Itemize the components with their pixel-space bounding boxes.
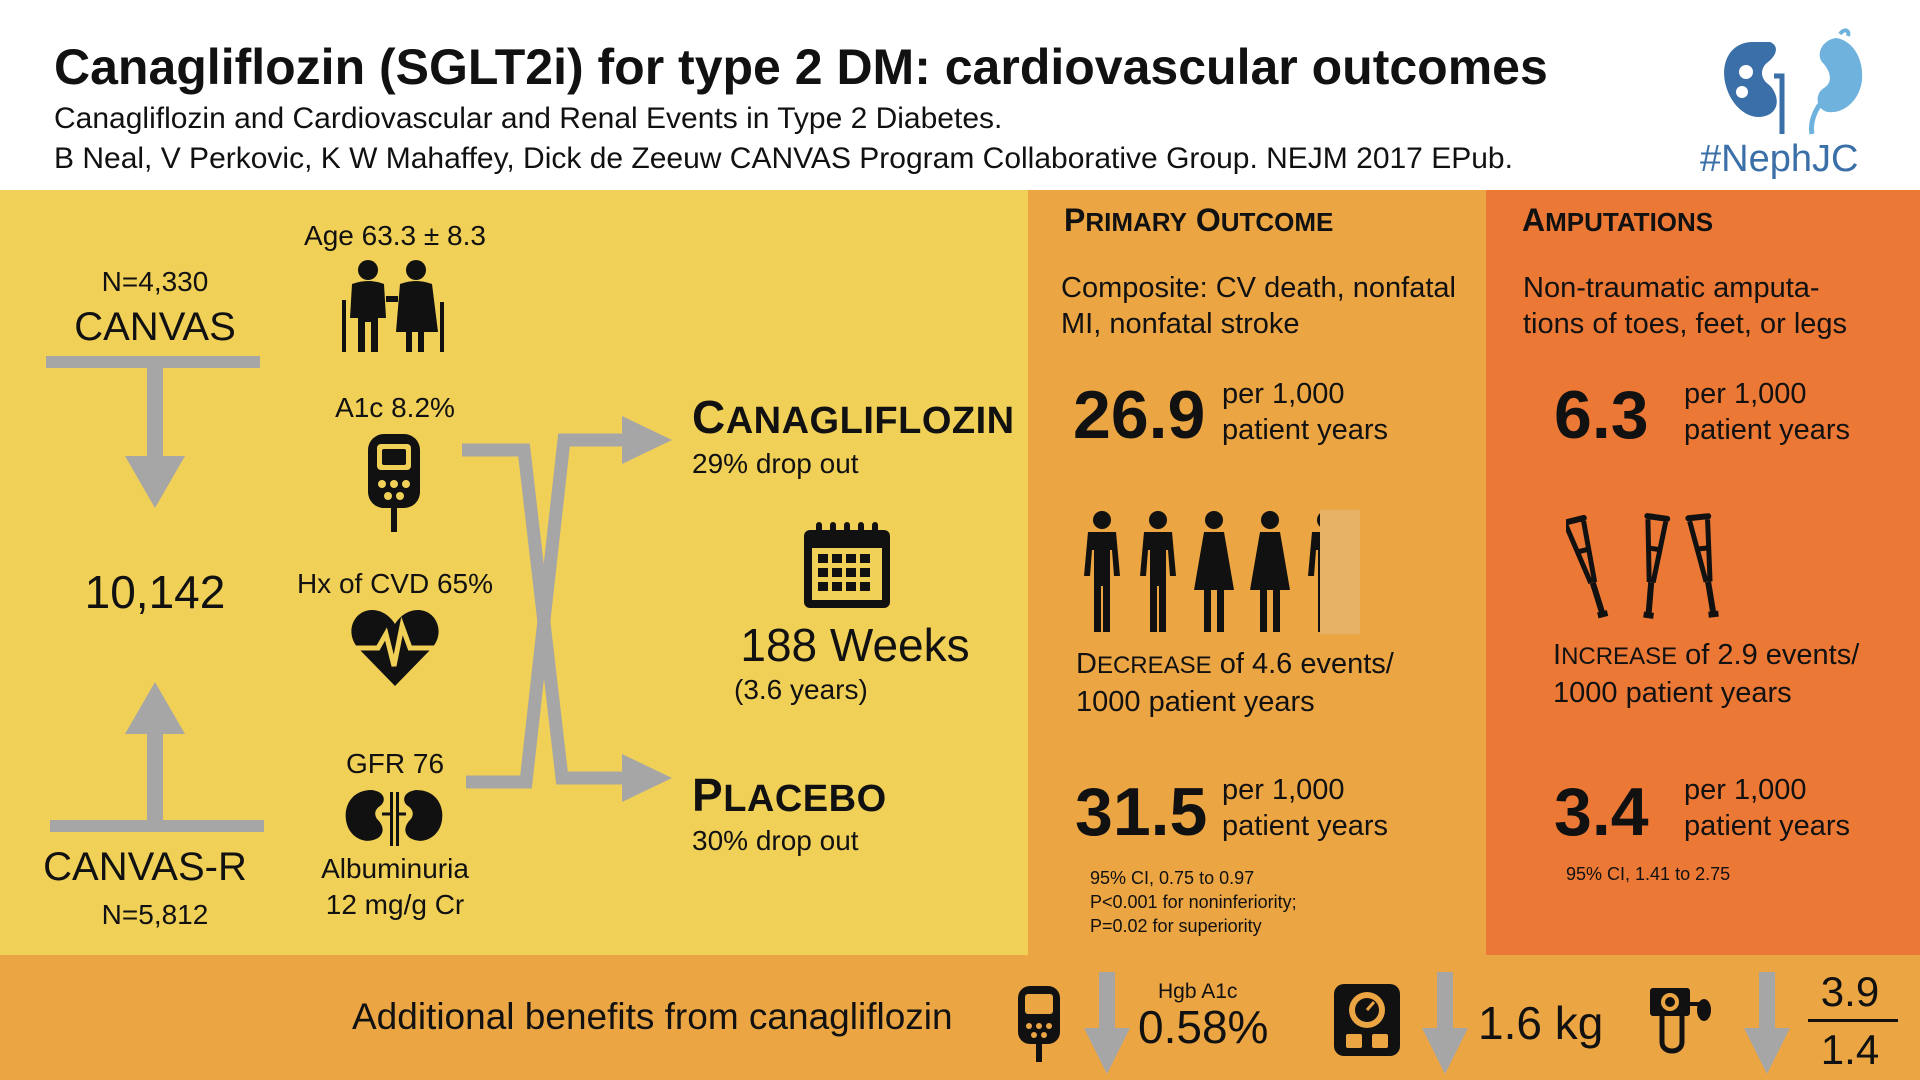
baseline-albuminuria-label: Albuminuria bbox=[321, 853, 469, 884]
canvas-down-arrow-icon bbox=[46, 356, 260, 508]
crutches-icons bbox=[1566, 512, 1746, 624]
primary-outcome-definition: Composite: CV death, nonfatal MI, nonfata… bbox=[1061, 272, 1456, 340]
bp-fraction-divider bbox=[1808, 1019, 1898, 1022]
canvas-n: N=4,330 bbox=[101, 266, 209, 297]
amputations-placebo-rate-unit: per 1,000 patient years bbox=[1684, 774, 1851, 842]
canvasr-n: N=5,812 bbox=[101, 899, 209, 930]
primary-outcome-heading: PRIMARY OUTCOME bbox=[1064, 202, 1334, 238]
primary-difference: DECREASE of 4.6 events/ 1000 patient yea… bbox=[1076, 648, 1394, 718]
kidney-logo-icon bbox=[1724, 28, 1863, 135]
amputations-statistics: 95% CI, 1.41 to 2.75 bbox=[1566, 864, 1731, 884]
blood-pressure-cuff-icon bbox=[1650, 988, 1711, 1054]
calendar-icon bbox=[804, 522, 890, 608]
a1c-down-arrow-icon bbox=[1084, 972, 1130, 1074]
weight-reduction: 1.6 kg bbox=[1478, 997, 1604, 1049]
glucometer-icon bbox=[368, 434, 420, 532]
primary-canagliflozin-rate: 26.9 bbox=[1073, 377, 1206, 453]
article-title: Canagliflozin and Cardiovascular and Ren… bbox=[54, 102, 1003, 135]
baseline-age: Age 63.3 ± 8.3 bbox=[304, 220, 486, 251]
canagliflozin-dropout: 29% drop out bbox=[692, 448, 859, 479]
elderly-couple-icon bbox=[342, 260, 444, 352]
people-icons bbox=[1084, 510, 1360, 634]
canvas-label: CANVAS bbox=[74, 305, 236, 349]
baseline-gfr: GFR 76 bbox=[345, 748, 445, 779]
bp-down-arrow-icon bbox=[1744, 972, 1790, 1074]
randomization-arrows-icon bbox=[462, 416, 672, 802]
amputations-placebo-rate: 3.4 bbox=[1554, 774, 1649, 850]
amputations-canagliflozin-rate: 6.3 bbox=[1554, 377, 1649, 453]
amputations-definition: Non-traumatic amputa-tions of toes, feet… bbox=[1523, 272, 1848, 340]
additional-benefits-footer bbox=[0, 955, 1920, 1080]
placebo-dropout: 30% drop out bbox=[692, 825, 859, 856]
total-enrolled: 10,142 bbox=[84, 566, 226, 618]
primary-canagliflozin-rate-unit: per 1,000 patient years bbox=[1222, 378, 1389, 446]
kidneys-icon bbox=[345, 790, 443, 846]
canagliflozin-arm-label: CANAGLIFLOZIN bbox=[692, 391, 1015, 443]
canvasr-label: CANVAS-R bbox=[43, 845, 247, 889]
amputations-canagliflozin-rate-unit: per 1,000 patient years bbox=[1684, 378, 1851, 446]
amputations-heading: AMPUTATIONS bbox=[1522, 202, 1714, 238]
a1c-reduction: 0.58% bbox=[1138, 1001, 1269, 1053]
canvasr-up-arrow-icon bbox=[50, 682, 264, 832]
weight-scale-icon bbox=[1334, 984, 1400, 1056]
follow-up-duration: 188 Weeks bbox=[740, 619, 970, 671]
baseline-cvd: Hx of CVD 65% bbox=[296, 568, 494, 599]
article-citation: B Neal, V Perkovic, K W Mahaffey, Dick d… bbox=[54, 142, 1513, 175]
follow-up-years: (3.6 years) bbox=[734, 674, 868, 705]
primary-placebo-rate-unit: per 1,000 patient years bbox=[1222, 774, 1389, 842]
bp-diastolic-reduction: 1.4 bbox=[1820, 1026, 1880, 1073]
primary-statistics: 95% CI, 0.75 to 0.97 P<0.001 for noninfer… bbox=[1090, 868, 1297, 936]
weight-down-arrow-icon bbox=[1422, 972, 1468, 1074]
amputations-difference: INCREASE of 2.9 events/ 1000 patient yea… bbox=[1553, 639, 1860, 709]
baseline-a1c: A1c 8.2% bbox=[335, 392, 455, 423]
footer-glucometer-icon bbox=[1018, 986, 1060, 1062]
primary-placebo-rate: 31.5 bbox=[1075, 774, 1208, 850]
page-title: Canagliflozin (SGLT2i) for type 2 DM: ca… bbox=[54, 39, 1548, 95]
heart-ecg-icon bbox=[351, 610, 439, 686]
bp-systolic-reduction: 3.9 bbox=[1820, 968, 1880, 1015]
a1c-label: Hgb A1c bbox=[1158, 980, 1238, 1003]
baseline-albuminuria-value: 12 mg/g Cr bbox=[325, 889, 465, 920]
logo-text: #NephJC bbox=[1700, 138, 1859, 180]
placebo-arm-label: PLACEBO bbox=[692, 769, 887, 821]
additional-benefits-label: Additional benefits from canagliflozin bbox=[352, 996, 953, 1037]
